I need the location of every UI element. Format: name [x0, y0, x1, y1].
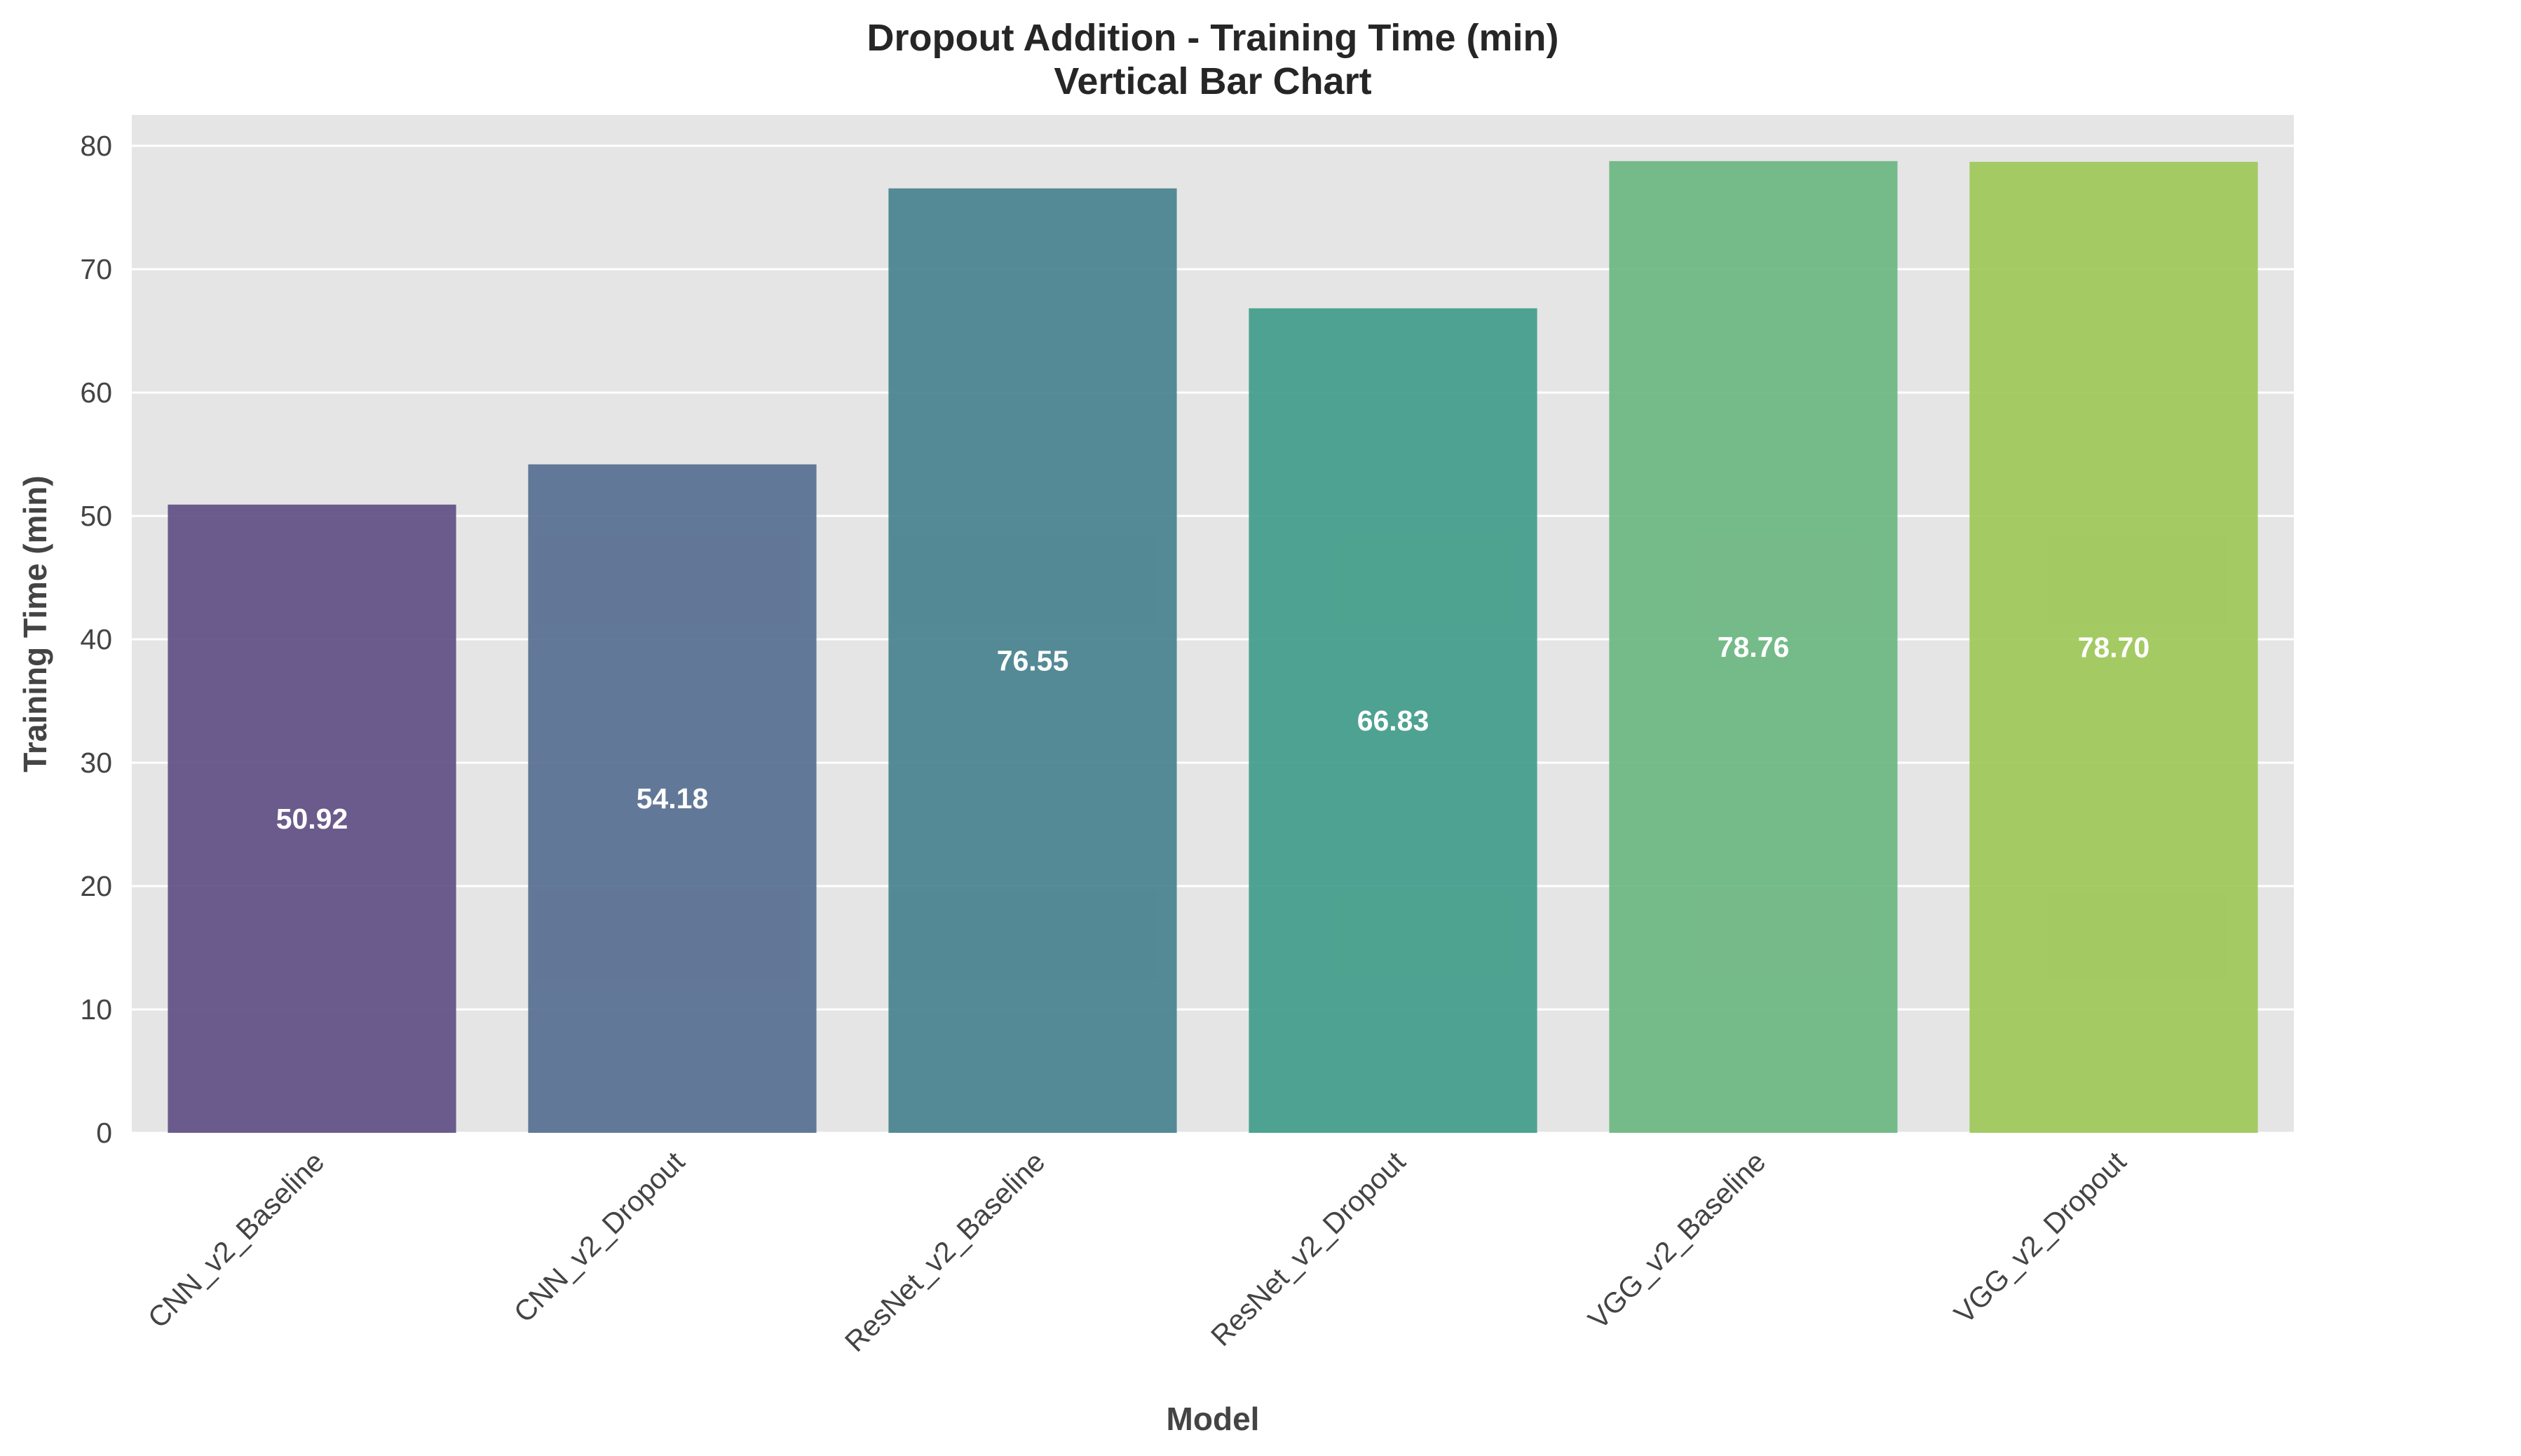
bar-value-label: 76.55 — [997, 644, 1069, 676]
bar — [528, 464, 817, 1133]
plot-background — [132, 115, 2294, 1133]
y-tick-label: 60 — [80, 376, 112, 409]
x-tick-label: VGG_v2_Baseline — [1582, 1145, 1772, 1335]
value-labels: 50.92 54.18 76.55 66.83 78.76 78.70 — [276, 631, 2150, 835]
bar — [1249, 308, 1537, 1133]
bar-value-label: 50.92 — [276, 803, 348, 835]
x-tick-label: CNN_v2_Dropout — [508, 1145, 691, 1328]
y-tick-label: 80 — [80, 130, 112, 162]
bar — [168, 504, 456, 1133]
bar-value-label: 78.70 — [2078, 631, 2150, 663]
y-axis-label: Training Time (min) — [17, 475, 53, 772]
y-tick-label: 70 — [80, 253, 112, 285]
chart-subtitle: Vertical Bar Chart — [1054, 60, 1371, 102]
x-tick-label: VGG_v2_Dropout — [1948, 1145, 2132, 1329]
chart-title: Dropout Addition - Training Time (min) — [867, 17, 1559, 59]
bar — [888, 188, 1177, 1134]
bars — [168, 161, 2258, 1134]
y-tick-label: 30 — [80, 747, 112, 779]
x-axis-ticks: CNN_v2_Baseline CNN_v2_Dropout ResNet_v2_B… — [142, 1145, 2133, 1358]
y-tick-label: 0 — [96, 1117, 112, 1149]
bar — [1969, 161, 2258, 1133]
x-axis-label: Model — [1167, 1401, 1260, 1437]
gridlines — [132, 144, 2294, 1134]
bar — [1609, 161, 1898, 1134]
x-tick-label: ResNet_v2_Dropout — [1204, 1145, 1412, 1352]
x-tick-label: ResNet_v2_Baseline — [838, 1145, 1051, 1358]
bar-value-label: 54.18 — [637, 782, 709, 815]
y-tick-label: 20 — [80, 870, 112, 902]
bar-value-label: 78.76 — [1718, 631, 1790, 663]
y-axis-ticks: 0 10 20 30 40 50 60 70 80 — [80, 130, 112, 1149]
y-tick-label: 40 — [80, 623, 112, 655]
y-tick-label: 50 — [80, 500, 112, 532]
x-tick-label: CNN_v2_Baseline — [142, 1145, 330, 1334]
bar-value-label: 66.83 — [1357, 705, 1429, 737]
y-tick-label: 10 — [80, 993, 112, 1026]
